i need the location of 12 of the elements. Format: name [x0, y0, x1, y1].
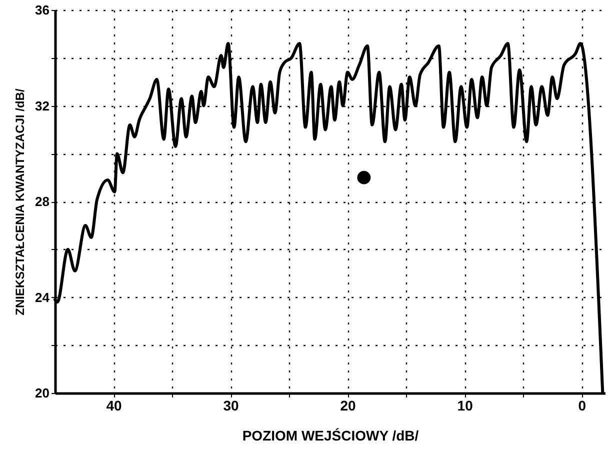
x-tick-label: 0 [578, 398, 586, 414]
y-tick-label: 32 [35, 98, 50, 114]
y-tick-label: 24 [35, 290, 50, 305]
y-tick-label: 28 [35, 194, 50, 209]
x-tick-label: 40 [106, 398, 122, 414]
y-axis-title: ZNIEKSZTAŁCENIA KWANTYZACJI /dB/ [13, 88, 28, 316]
y-tick-label: 20 [35, 386, 50, 400]
x-tick-label: 20 [340, 398, 356, 414]
x-tick-label: 10 [457, 398, 474, 414]
x-tick-label: 30 [223, 398, 240, 414]
x-axis-title: POZIOM WEJŚCIOWY /dB/ [242, 428, 419, 444]
y-tick-label: 36 [35, 2, 50, 18]
